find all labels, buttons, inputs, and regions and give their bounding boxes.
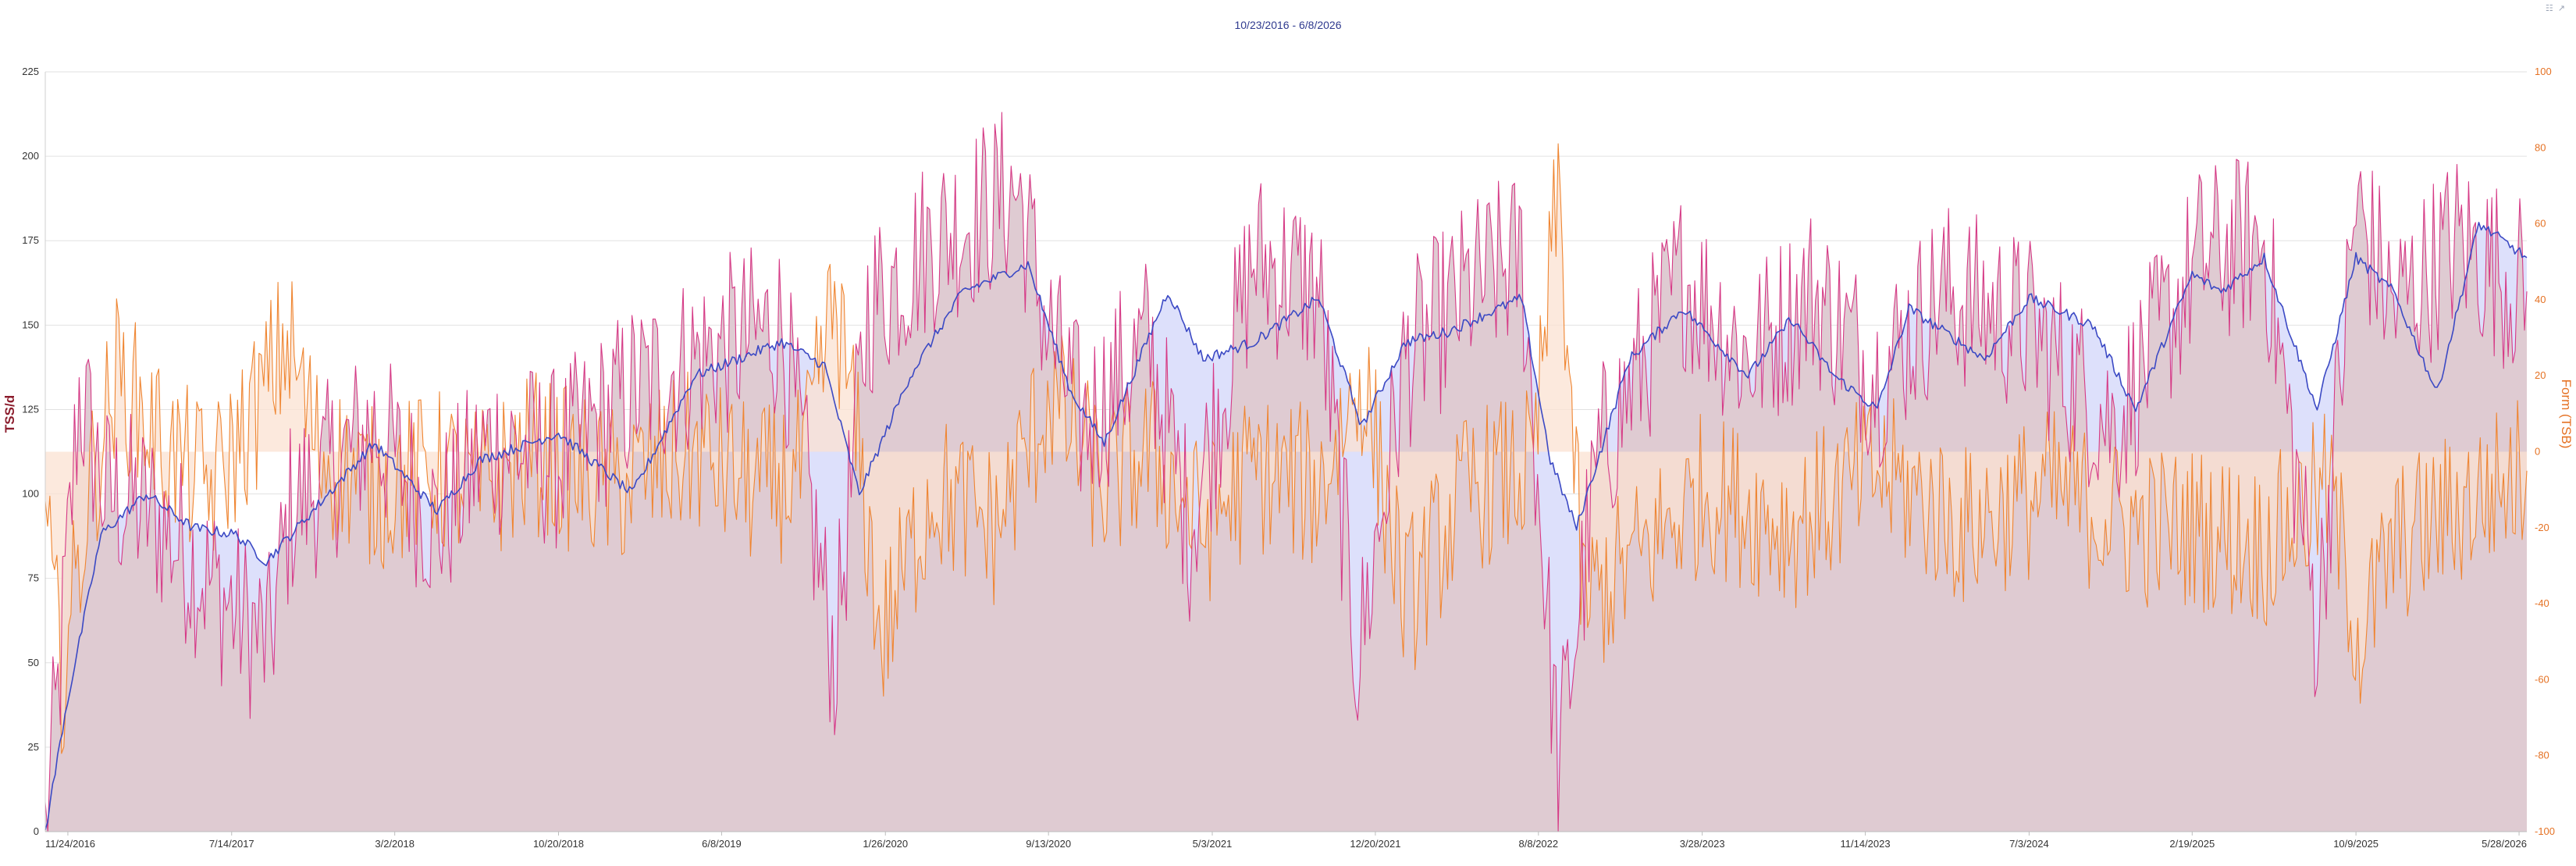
y-left-tick-label: 175: [22, 234, 39, 246]
y-right-tick-label: 0: [2535, 446, 2540, 458]
y-right-tick-label: -60: [2535, 673, 2549, 685]
y-axis-label-left: TSS/d: [2, 395, 17, 433]
x-tick-label: 5/28/2026: [2482, 838, 2527, 850]
form-series-line[interactable]: [44, 143, 2528, 754]
fatigue-series-line[interactable]: [44, 112, 2528, 832]
y-left-tick-label: 100: [22, 488, 39, 500]
y-axis-label-right: Form (TSB): [2559, 380, 2574, 449]
x-tick-label: 8/8/2022: [1519, 838, 1559, 850]
chart-menu-icons[interactable]: ☷↗: [2545, 4, 2570, 13]
chart-title: 10/23/2016 - 6/8/2026: [1234, 19, 1342, 31]
x-tick-label: 10/9/2025: [2333, 838, 2379, 850]
y-right-tick-label: -80: [2535, 750, 2549, 761]
x-tick-label: 6/8/2019: [702, 838, 742, 850]
y-right-tick-label: 20: [2535, 369, 2546, 381]
y-left-tick-label: 225: [22, 66, 39, 77]
y-left-tick-label: 25: [28, 741, 39, 753]
fatigue-area: [45, 112, 2527, 832]
x-tick-label: 12/20/2021: [1350, 838, 1400, 850]
x-tick-label: 11/24/2016: [45, 838, 95, 850]
y-right-tick-label: -20: [2535, 522, 2549, 533]
x-tick-label: 7/3/2024: [2009, 838, 2049, 850]
y-left-tick-label: 50: [28, 657, 39, 668]
y-right-tick-label: 40: [2535, 294, 2546, 305]
y-right-tick-label: -40: [2535, 597, 2549, 609]
y-right-tick-label: 80: [2535, 141, 2546, 153]
y-right-tick-label: 100: [2535, 66, 2552, 77]
x-tick-label: 3/2/2018: [375, 838, 415, 850]
x-tick-label: 10/20/2018: [533, 838, 584, 850]
y-left-tick-label: 150: [22, 319, 39, 330]
y-left-tick-label: 0: [34, 825, 39, 837]
y-left-tick-label: 75: [28, 572, 39, 584]
x-tick-label: 7/14/2017: [209, 838, 254, 850]
y-right-tick-label: 60: [2535, 218, 2546, 230]
y-right-tick-label: -100: [2535, 825, 2555, 837]
x-tick-label: 9/13/2020: [1026, 838, 1071, 850]
x-tick-label: 3/28/2023: [1680, 838, 1725, 850]
x-tick-label: 5/3/2021: [1193, 838, 1233, 850]
x-tick-label: 2/19/2025: [2169, 838, 2215, 850]
y-left-tick-label: 200: [22, 150, 39, 162]
x-tick-label: 11/14/2023: [1841, 838, 1891, 850]
y-left-tick-label: 125: [22, 403, 39, 415]
x-tick-label: 1/26/2020: [863, 838, 908, 850]
fitness-series-line[interactable]: [44, 222, 2528, 830]
